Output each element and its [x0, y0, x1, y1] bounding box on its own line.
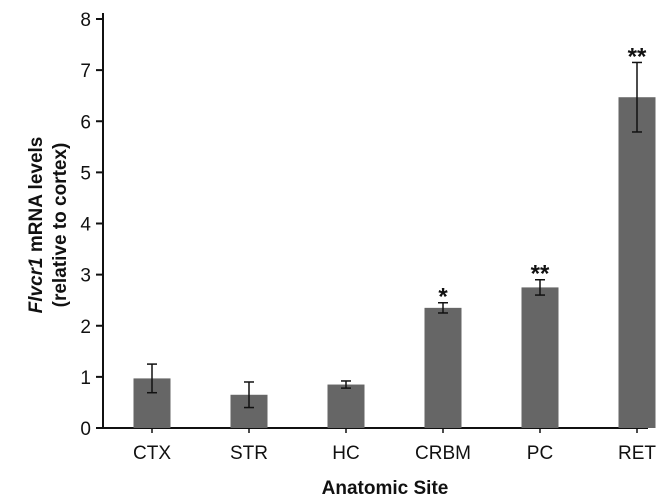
bar — [521, 287, 559, 428]
y-tick-label: 0 — [80, 419, 91, 440]
y-axis-label-gene: Flvcr1 — [26, 257, 47, 313]
y-axis-label-line2: (relative to cortex) — [50, 143, 71, 308]
y-axis-label-measure: mRNA levels — [26, 137, 47, 258]
axes — [96, 13, 648, 433]
y-tick-label: 2 — [80, 317, 91, 338]
x-tick-label: CRBM — [415, 443, 471, 464]
y-tick-label: 8 — [80, 10, 91, 31]
y-tick-label: 7 — [80, 61, 91, 82]
x-axis-label: Anatomic Site — [322, 478, 449, 499]
significance-marker: ** — [531, 261, 550, 288]
y-tick-label: 5 — [80, 163, 91, 184]
y-tick-label: 1 — [80, 368, 91, 389]
y-axis-label-line1: Flvcr1 mRNA levels — [26, 137, 47, 314]
x-tick-label: STR — [230, 443, 268, 464]
bar — [327, 384, 365, 428]
significance-marker: ** — [628, 43, 647, 70]
bar — [424, 307, 462, 428]
y-tick-label: 4 — [80, 215, 91, 236]
y-tick-label: 6 — [80, 112, 91, 133]
bars — [133, 61, 656, 428]
y-tick-label: 3 — [80, 266, 91, 287]
x-tick-label: CTX — [133, 443, 171, 464]
significance-marker: * — [438, 284, 448, 311]
x-tick-label: HC — [332, 443, 359, 464]
bar — [618, 97, 656, 428]
x-tick-label: RET — [618, 443, 656, 464]
labels: 0 1 2 3 4 5 6 7 8 CTX STR HC CRBM * PC ** RET ** — [80, 10, 656, 464]
x-tick-label: PC — [527, 443, 553, 464]
